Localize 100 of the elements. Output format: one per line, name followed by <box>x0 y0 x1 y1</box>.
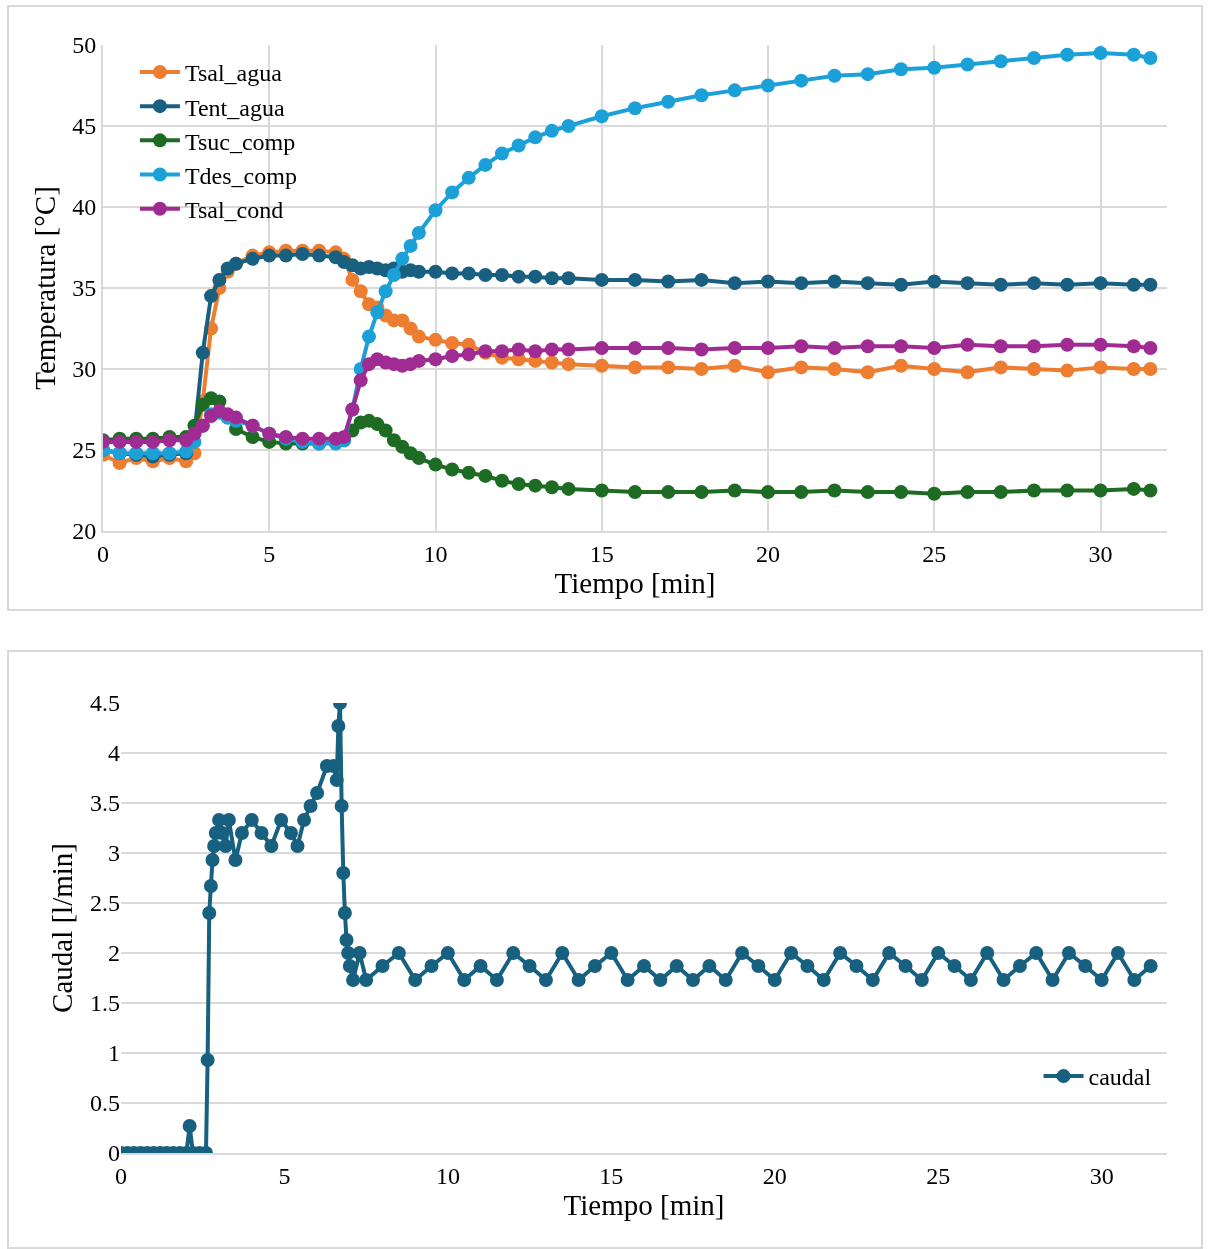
point <box>860 485 875 500</box>
point <box>511 342 526 357</box>
point <box>428 264 443 279</box>
point <box>445 185 460 200</box>
point <box>544 342 559 357</box>
point <box>1093 46 1108 61</box>
point <box>378 284 393 299</box>
point <box>544 271 559 286</box>
point <box>894 277 908 292</box>
point <box>827 274 842 289</box>
y-tick-label: 4.5 <box>90 690 120 717</box>
point <box>495 473 509 488</box>
point <box>1126 47 1141 62</box>
point <box>544 480 559 495</box>
point <box>212 272 227 287</box>
point <box>395 251 410 266</box>
point <box>403 238 418 253</box>
point <box>827 362 842 376</box>
point <box>727 340 742 355</box>
point <box>245 430 260 445</box>
point <box>528 344 543 359</box>
legend-label: Tsuc_comp <box>184 128 296 155</box>
y-tick-label: 20 <box>72 518 97 545</box>
legend-label: Tsal_cond <box>184 197 284 224</box>
x-tick-label: 20 <box>756 540 780 567</box>
point <box>794 360 809 375</box>
point <box>1060 277 1075 292</box>
y-tick-label: 40 <box>72 194 97 221</box>
y-tick-label: 35 <box>72 275 97 302</box>
point <box>694 362 709 376</box>
y-tick-label: 0 <box>108 1140 120 1167</box>
point <box>495 146 509 161</box>
point <box>1060 363 1075 378</box>
point <box>993 360 1008 375</box>
point <box>495 268 509 283</box>
point <box>461 465 476 480</box>
point <box>960 57 975 72</box>
point <box>960 485 975 500</box>
point <box>362 329 376 344</box>
point <box>727 276 742 291</box>
point <box>1143 340 1158 355</box>
point <box>378 423 393 438</box>
y-tick-label: 3.5 <box>90 790 120 817</box>
point <box>628 485 642 500</box>
point <box>927 362 942 376</box>
point <box>511 477 526 492</box>
y-tick-label: 45 <box>72 113 97 140</box>
point <box>345 272 360 287</box>
point <box>386 268 401 283</box>
point <box>445 266 460 281</box>
x-axis-title: Tiempo [min] <box>563 1188 725 1221</box>
point <box>1093 276 1108 291</box>
point <box>761 78 775 93</box>
point <box>1027 362 1041 376</box>
point <box>761 274 775 289</box>
point <box>860 67 875 82</box>
legend-label: Tdes_comp <box>184 162 297 189</box>
point <box>353 284 368 299</box>
point <box>694 272 709 287</box>
point <box>1126 362 1141 376</box>
point <box>1143 362 1158 376</box>
point <box>428 203 443 218</box>
point <box>461 266 476 281</box>
point <box>927 486 942 501</box>
point <box>960 337 975 352</box>
point <box>1027 276 1041 291</box>
x-tick-label: 20 <box>762 1162 787 1189</box>
point <box>827 68 842 83</box>
point <box>528 269 543 284</box>
point <box>561 342 576 357</box>
point <box>761 340 775 355</box>
point <box>993 485 1008 500</box>
point <box>694 485 709 500</box>
x-tick-label: 5 <box>263 540 276 567</box>
point <box>1093 360 1108 375</box>
y-tick-label: 25 <box>72 437 97 464</box>
y-axis-title: Temperatura [°C] <box>29 186 62 390</box>
point <box>594 483 609 498</box>
x-tick-label: 10 <box>423 540 448 567</box>
point <box>960 365 975 380</box>
point <box>544 123 559 138</box>
point <box>544 355 559 370</box>
point <box>960 276 975 291</box>
point <box>1093 337 1108 352</box>
point <box>927 340 942 355</box>
point <box>860 339 875 354</box>
y-tick-label: 50 <box>72 32 97 59</box>
point <box>511 138 526 153</box>
point <box>1143 50 1158 65</box>
point <box>894 339 908 354</box>
point <box>461 170 476 185</box>
x-tick-label: 15 <box>599 1162 624 1189</box>
x-tick-label: 15 <box>589 540 614 567</box>
point <box>370 305 385 320</box>
point <box>1027 483 1041 498</box>
point <box>761 485 775 500</box>
point <box>353 373 368 388</box>
x-tick-label: 30 <box>1089 1162 1114 1189</box>
point <box>1027 50 1041 65</box>
point <box>1060 337 1075 352</box>
